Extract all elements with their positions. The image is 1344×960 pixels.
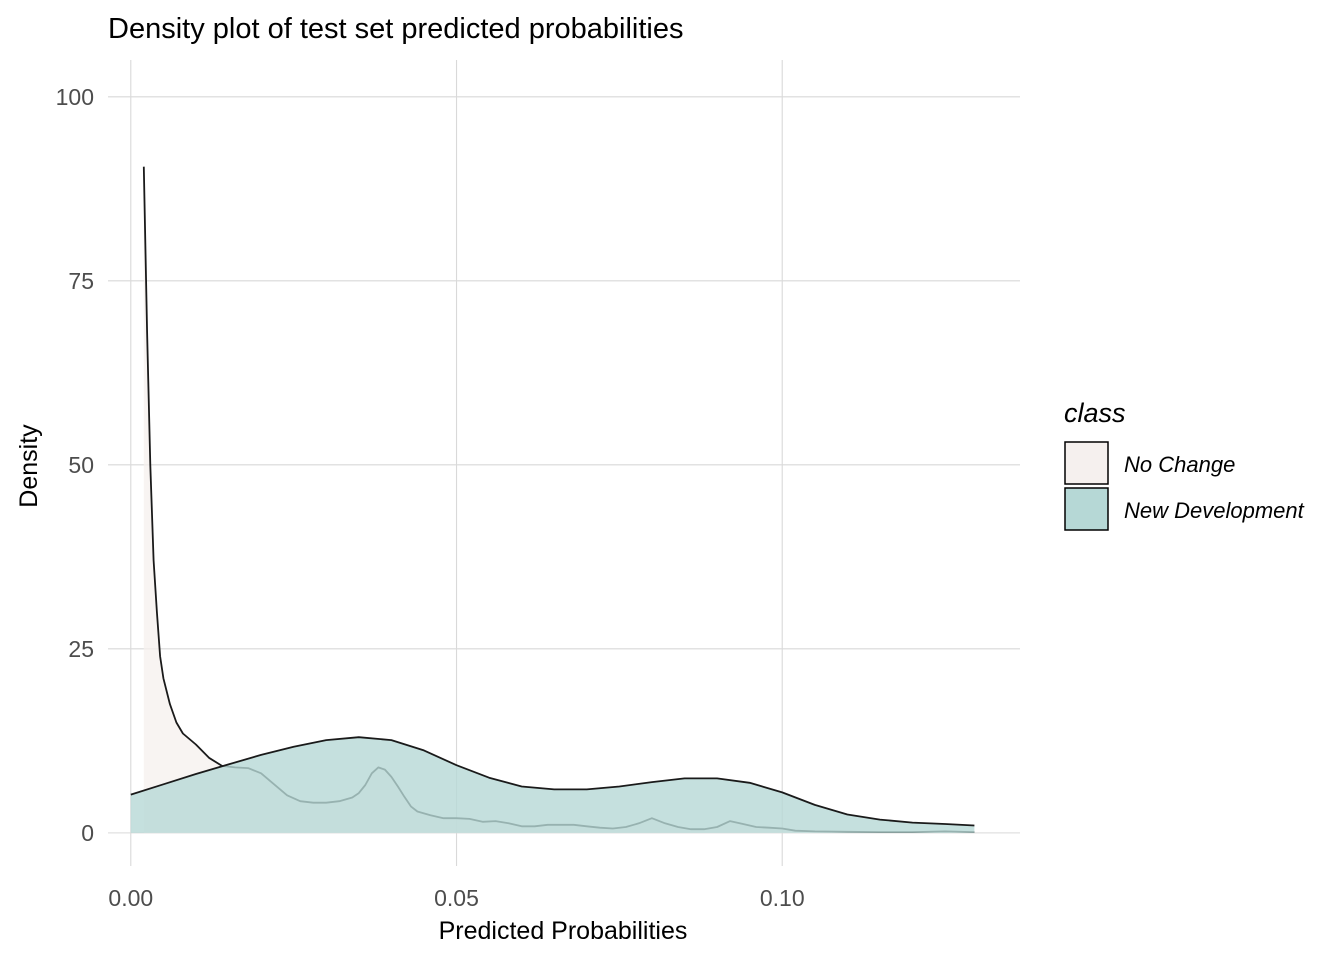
- density-area-0: [143, 166, 975, 833]
- y-tick-label: 100: [56, 84, 94, 110]
- legend-label: New Development: [1124, 498, 1305, 523]
- legend-label: No Change: [1124, 452, 1235, 477]
- x-axis-title: Predicted Probabilities: [439, 917, 688, 945]
- legend-key-1: [1064, 487, 1109, 531]
- y-tick-label: 0: [81, 820, 94, 846]
- legend-title: class: [1064, 398, 1126, 428]
- legend: class No Change New Development: [1064, 398, 1305, 531]
- x-tick-label: 0.10: [760, 885, 805, 911]
- x-tick-label: 0.00: [108, 885, 153, 911]
- density-areas: [130, 166, 975, 833]
- y-tick-label: 25: [68, 636, 94, 662]
- chart-title: Density plot of test set predicted proba…: [108, 13, 683, 45]
- plot-grid: [108, 60, 1020, 866]
- y-tick-label: 50: [68, 452, 94, 478]
- y-tick-label: 75: [68, 268, 94, 294]
- x-tick-label: 0.05: [434, 885, 479, 911]
- y-axis-ticks: 0 25 50 75 100: [56, 84, 94, 846]
- density-curve-0: [142, 166, 975, 833]
- density-area-1: [130, 737, 975, 833]
- y-axis-title: Density: [15, 424, 43, 508]
- x-axis-ticks: 0.00 0.05 0.10: [108, 885, 804, 911]
- density-curve-1: [130, 736, 975, 827]
- legend-key-0: [1064, 441, 1109, 485]
